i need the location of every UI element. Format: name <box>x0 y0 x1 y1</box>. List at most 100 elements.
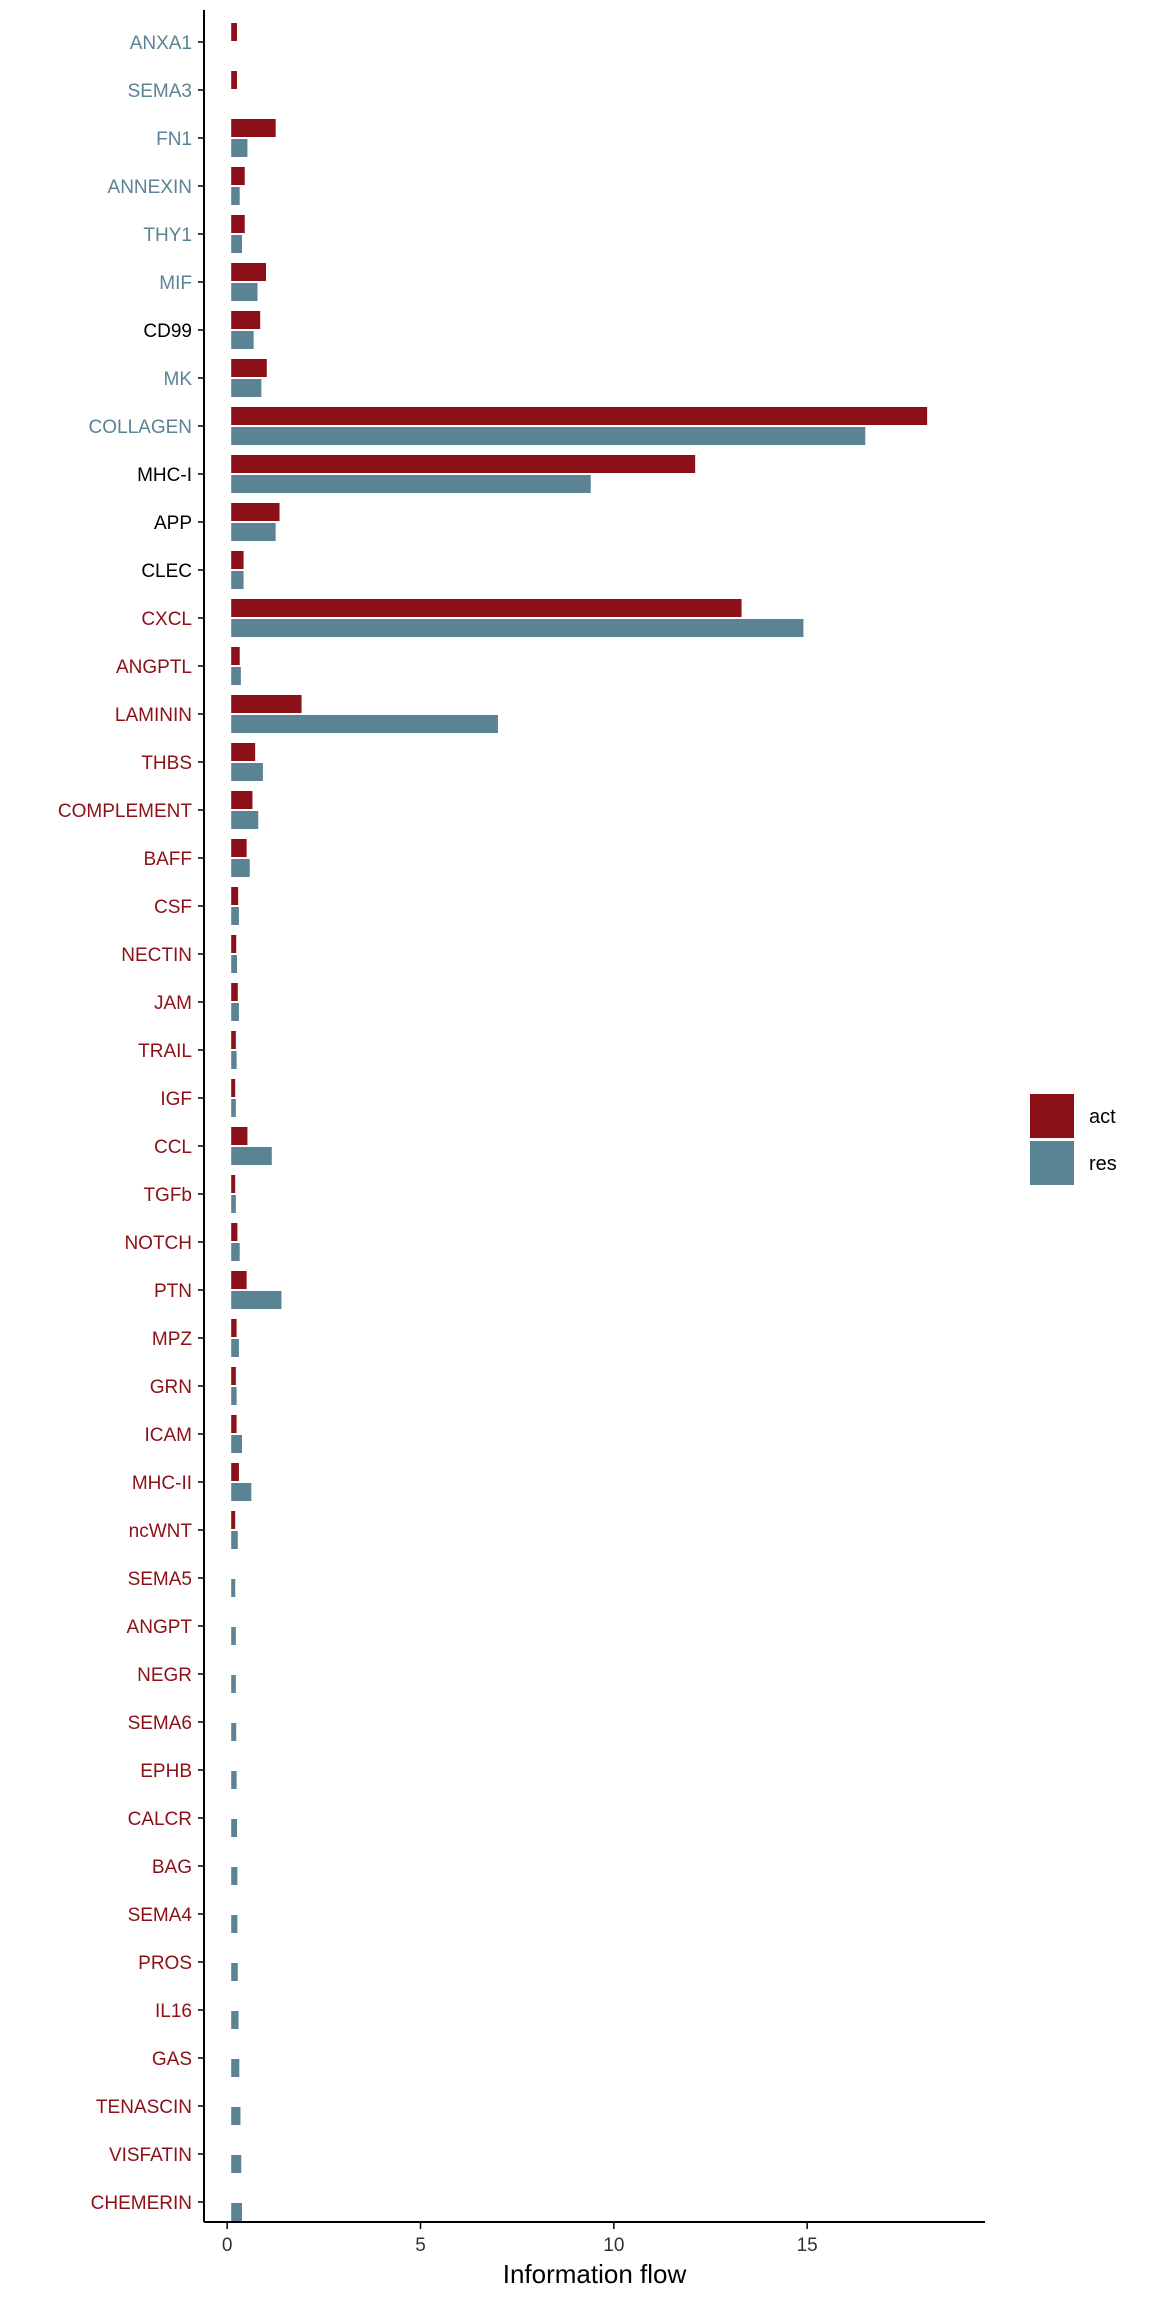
bar-res-trail <box>231 1051 237 1069</box>
bar-act-cxcl <box>231 599 742 617</box>
bar-act-annexin <box>231 167 245 185</box>
y-tick-label-trail: TRAIL <box>138 1041 192 1062</box>
bar-res-clec <box>231 571 244 589</box>
y-tick-label-angptl: ANGPTL <box>116 657 192 678</box>
y-tick-label-thbs: THBS <box>141 753 192 774</box>
y-tick-label-notch: NOTCH <box>124 1233 192 1254</box>
y-tick-label-angpt: ANGPT <box>127 1617 193 1638</box>
bar-act-cd99 <box>231 311 261 329</box>
y-tick-label-clec: CLEC <box>141 561 192 582</box>
bar-res-cd99 <box>231 331 254 349</box>
legend-label-act: act <box>1089 1106 1116 1128</box>
y-tick-label-ephb: EPHB <box>140 1761 192 1782</box>
y-tick-label-fn1: FN1 <box>156 129 192 150</box>
bar-res-sema5 <box>231 1579 236 1597</box>
bar-res-mhc-i <box>231 475 591 493</box>
bar-act-fn1 <box>231 119 276 137</box>
y-tick-label-tenascin: TENASCIN <box>96 2097 192 2118</box>
y-tick-label-gas: GAS <box>152 2049 192 2070</box>
bar-res-tenascin <box>231 2107 241 2125</box>
bar-res-grn <box>231 1387 237 1405</box>
bar-act-sema3 <box>231 71 237 89</box>
bar-res-collagen <box>231 427 866 445</box>
bar-res-thbs <box>231 763 263 781</box>
y-tick-label-ccl: CCL <box>154 1137 192 1158</box>
y-tick-label-sema6: SEMA6 <box>128 1713 192 1734</box>
bar-res-cxcl <box>231 619 804 637</box>
legend-swatch-act <box>1030 1094 1074 1138</box>
bar-res-mhc-ii <box>231 1483 252 1501</box>
bar-res-annexin <box>231 187 240 205</box>
bar-res-thy1 <box>231 235 243 253</box>
bar-res-mif <box>231 283 258 301</box>
bar-res-chemerin <box>231 2203 243 2221</box>
x-axis-ticks: 0 5 10 15 <box>222 2222 818 2256</box>
bar-act-complement <box>231 791 253 809</box>
bar-act-tgfb <box>231 1175 236 1193</box>
bar-res-tgfb <box>231 1195 236 1213</box>
bar-act-mhc-ii <box>231 1463 239 1481</box>
y-tick-label-cd99: CD99 <box>143 321 192 342</box>
y-tick-label-sema3: SEMA3 <box>128 81 192 102</box>
bar-act-thbs <box>231 743 256 761</box>
bar-res-jam <box>231 1003 239 1021</box>
bar-act-icam <box>231 1415 237 1433</box>
bar-act-anxa1 <box>231 23 237 41</box>
y-tick-label-mpz: MPZ <box>152 1329 193 1350</box>
y-tick-label-ncwnt: ncWNT <box>129 1521 193 1542</box>
bar-res-visfatin <box>231 2155 242 2173</box>
bar-res-notch <box>231 1243 240 1261</box>
y-tick-label-grn: GRN <box>150 1377 192 1398</box>
y-tick-label-mhc-i: MHC-I <box>137 465 192 486</box>
y-tick-label-mhc-ii: MHC-II <box>132 1473 192 1494</box>
bar-res-csf <box>231 907 239 925</box>
bar-act-laminin <box>231 695 302 713</box>
y-tick-label-anxa1: ANXA1 <box>130 33 192 54</box>
bar-res-angpt <box>231 1627 236 1645</box>
legend-swatch-res <box>1030 1141 1074 1185</box>
bar-act-angptl <box>231 647 240 665</box>
y-tick-label-visfatin: VISFATIN <box>109 2145 192 2166</box>
bar-res-negr <box>231 1675 236 1693</box>
bar-act-nectin <box>231 935 237 953</box>
legend-label-res: res <box>1089 1153 1117 1175</box>
y-tick-label-ptn: PTN <box>154 1281 192 1302</box>
y-tick-label-il16: IL16 <box>155 2001 192 2022</box>
bar-res-baff <box>231 859 250 877</box>
bars-layer <box>231 23 928 2221</box>
bar-act-app <box>231 503 280 521</box>
y-tick-label-icam: ICAM <box>145 1425 193 1446</box>
bar-res-mk <box>231 379 262 397</box>
y-tick-label-bag: BAG <box>152 1857 192 1878</box>
y-tick-label-baff: BAFF <box>143 849 192 870</box>
bar-act-ptn <box>231 1271 247 1289</box>
y-tick-label-complement: COMPLEMENT <box>58 801 192 822</box>
bar-act-mk <box>231 359 267 377</box>
bar-act-igf <box>231 1079 236 1097</box>
y-tick-label-csf: CSF <box>154 897 192 918</box>
bar-act-mpz <box>231 1319 237 1337</box>
bar-res-fn1 <box>231 139 248 157</box>
y-tick-label-chemerin: CHEMERIN <box>91 2193 192 2214</box>
bar-res-sema4 <box>231 1915 238 1933</box>
y-tick-label-cxcl: CXCL <box>141 609 192 630</box>
bar-act-grn <box>231 1367 236 1385</box>
y-tick-label-igf: IGF <box>160 1089 192 1110</box>
bar-res-bag <box>231 1867 238 1885</box>
bar-act-mif <box>231 263 266 281</box>
bar-act-collagen <box>231 407 928 425</box>
y-tick-label-jam: JAM <box>154 993 192 1014</box>
y-tick-label-mif: MIF <box>159 273 192 294</box>
bar-res-ptn <box>231 1291 282 1309</box>
x-tick-label-5: 5 <box>415 2235 426 2256</box>
bar-res-ncwnt <box>231 1531 238 1549</box>
bar-res-complement <box>231 811 259 829</box>
y-tick-label-tgfb: TGFb <box>143 1185 192 1206</box>
bar-res-app <box>231 523 276 541</box>
bar-res-icam <box>231 1435 243 1453</box>
y-tick-label-laminin: LAMININ <box>115 705 192 726</box>
y-tick-label-calcr: CALCR <box>128 1809 192 1830</box>
y-tick-label-thy1: THY1 <box>143 225 192 246</box>
y-tick-label-pros: PROS <box>138 1953 192 1974</box>
